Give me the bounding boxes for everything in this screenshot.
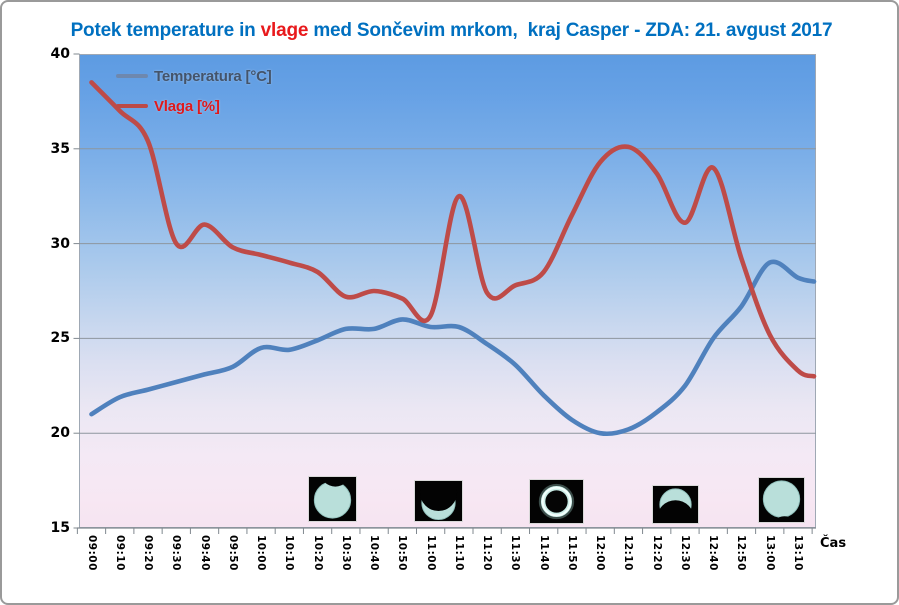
x-axis-label-12-20: 12:20 xyxy=(651,535,663,571)
y-axis-label-30: 30 xyxy=(50,236,70,252)
sun-partial-eclipse-end-shape xyxy=(762,480,801,518)
x-axis-label-13-00: 13:00 xyxy=(764,535,776,571)
y-axis-label-15: 15 xyxy=(50,520,70,536)
chart-title-part-1: Potek temperature in xyxy=(70,20,261,41)
x-axis-label-12-50: 12:50 xyxy=(735,535,747,571)
sun-partial-eclipse-start-shape xyxy=(321,477,350,487)
humidity-line-swatch xyxy=(116,104,148,108)
y-axis-label-40: 40 xyxy=(50,46,70,62)
x-axis-label-09-40: 09:40 xyxy=(199,535,211,571)
y-axis-label-20: 20 xyxy=(50,425,70,441)
humidity-line-series xyxy=(89,80,817,379)
legend-item-temperature: Temperatura [°C] xyxy=(116,67,272,85)
legend-label-temperature: Temperatura [°C] xyxy=(154,67,272,85)
sun-crescent-reappearing-photo xyxy=(652,485,699,524)
sun-totality-corona-shape xyxy=(541,486,572,517)
x-axis-label-10-10: 10:10 xyxy=(283,535,295,571)
x-axis-label-12-30: 12:30 xyxy=(679,535,691,571)
temperature-line-swatch xyxy=(116,74,148,78)
x-axis-title: Čas xyxy=(820,536,847,551)
x-axis-label-11-00: 11:00 xyxy=(425,535,437,571)
x-axis-label-12-40: 12:40 xyxy=(707,535,719,571)
temperature-line-series xyxy=(89,259,817,437)
chart-title-highlight: vlage xyxy=(260,20,309,41)
x-axis-label-11-50: 11:50 xyxy=(566,535,578,571)
x-axis-label-09-30: 09:30 xyxy=(170,535,182,571)
y-axis-label-35: 35 xyxy=(50,141,70,157)
sun-totality-corona-photo xyxy=(529,479,584,524)
x-axis-label-09-10: 09:10 xyxy=(114,535,126,571)
sun-partial-eclipse-start-shape xyxy=(313,481,352,519)
plot-area xyxy=(79,54,816,528)
sun-deep-crescent-photo xyxy=(414,480,463,522)
sun-partial-eclipse-start-photo xyxy=(308,476,357,522)
x-axis-label-10-20: 10:20 xyxy=(312,535,324,571)
x-axis-label-10-00: 10:00 xyxy=(255,535,267,571)
legend-item-humidity: Vlaga [%] xyxy=(116,97,220,115)
x-axis-label-10-30: 10:30 xyxy=(340,535,352,571)
x-axis-label-09-50: 09:50 xyxy=(227,535,239,571)
y-axis-label-25: 25 xyxy=(50,330,70,346)
x-axis-label-11-30: 11:30 xyxy=(509,535,521,571)
x-axis-label-11-40: 11:40 xyxy=(538,535,550,571)
legend-label-humidity: Vlaga [%] xyxy=(154,97,220,115)
x-axis-label-09-20: 09:20 xyxy=(142,535,154,571)
x-axis-label-10-40: 10:40 xyxy=(368,535,380,571)
x-axis-label-12-00: 12:00 xyxy=(594,535,606,571)
sun-partial-eclipse-end-photo xyxy=(758,477,805,523)
x-axis-label-11-10: 11:10 xyxy=(453,535,465,571)
sun-totality-corona-shape xyxy=(545,490,568,513)
x-axis-label-11-20: 11:20 xyxy=(481,535,493,571)
sun-crescent-reappearing-shape xyxy=(657,500,694,523)
x-axis-label-13-10: 13:10 xyxy=(792,535,804,571)
chart-title: Potek temperature in vlage med Sončevim … xyxy=(2,20,897,42)
chart-title-part-2: med Sončevim mrkom, kraj Casper - ZDA: 2… xyxy=(308,20,833,41)
x-axis-label-10-50: 10:50 xyxy=(396,535,408,571)
sun-deep-crescent-shape xyxy=(419,481,458,511)
x-axis-label-12-10: 12:10 xyxy=(622,535,634,571)
sun-partial-eclipse-end-shape xyxy=(773,516,796,522)
x-axis-label-09-00: 09:00 xyxy=(86,535,98,571)
